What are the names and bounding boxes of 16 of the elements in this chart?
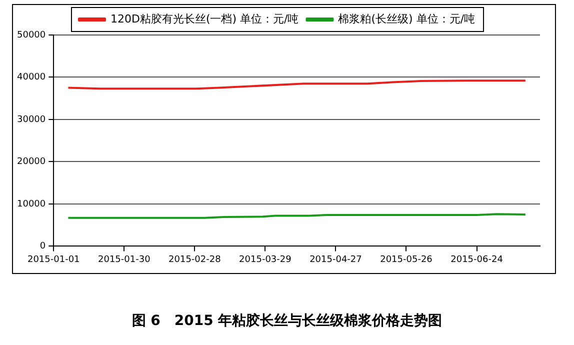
y-tick-label: 20000 (16, 157, 46, 168)
x-tick-label: 2015-01-01 (27, 254, 80, 265)
y-tick-label: 40000 (16, 72, 46, 83)
x-tick-label: 2015-01-30 (98, 254, 151, 265)
x-tick-label: 2015-05-26 (380, 254, 433, 265)
y-tick-label: 30000 (16, 114, 46, 125)
y-tick-label: 50000 (16, 30, 46, 40)
x-tick-label: 2015-02-28 (168, 254, 222, 265)
x-tick-label: 2015-03-29 (239, 254, 292, 265)
y-tick-label: 0 (40, 242, 46, 252)
text: 图 6 2015 年粘胶长丝与长丝级棉浆价格走势图 (130, 312, 444, 330)
x-tick-label: 2015-04-27 (310, 254, 362, 265)
legend-label: 120D粘胶有光长丝(一档) 单位：元/吨 (110, 12, 299, 26)
x-tick-label: 2015-06-24 (450, 254, 504, 265)
y-tick-label: 10000 (16, 199, 46, 210)
legend-label: 棉浆粕(长丝级) 单位：元/吨 (338, 12, 476, 26)
